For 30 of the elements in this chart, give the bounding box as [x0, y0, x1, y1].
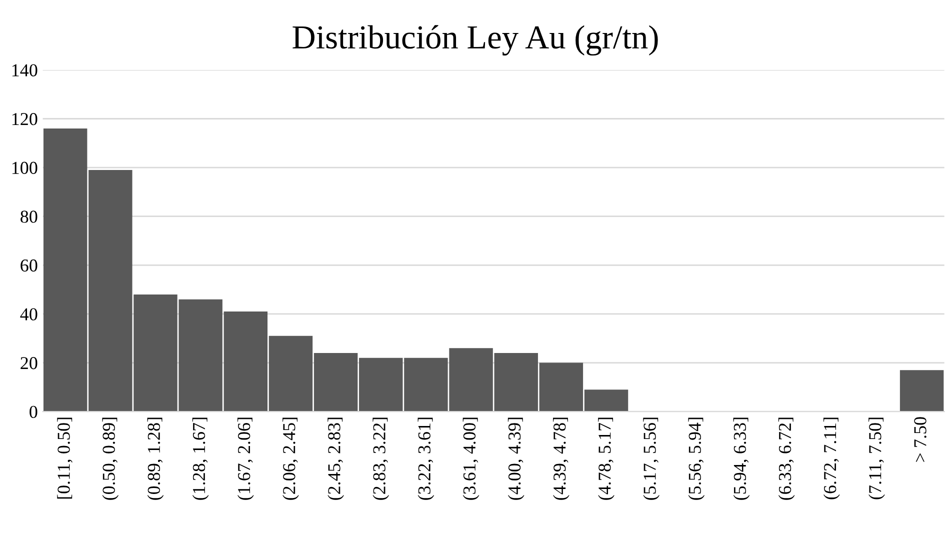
x-tick-label: [0.11, 0.50] — [57, 418, 72, 499]
x-tick-label: (1.28, 1.67] — [192, 418, 209, 500]
x-tick-label: (6.33, 6.72] — [778, 418, 795, 500]
y-tick-label: 100 — [12, 162, 38, 174]
x-tick-label: (7.11, 7.50] — [868, 418, 885, 500]
x-tick-label: > 7.50 — [914, 417, 926, 462]
y-tick-label: 40 — [20, 308, 38, 320]
y-tick-label: 140 — [12, 64, 38, 76]
chart-title: Distribución Ley Au (gr/tn) — [292, 25, 658, 56]
x-tick-label: (4.78, 5.17] — [598, 418, 614, 500]
x-tick-label: (2.83, 3.22] — [372, 418, 390, 500]
y-tick-label: 80 — [20, 210, 38, 223]
x-tick-label: (0.50, 0.89] — [102, 418, 119, 500]
bar — [900, 370, 944, 412]
x-tick-label: (5.56, 5.94] — [688, 418, 705, 500]
x-tick-label: (5.17, 5.56] — [643, 418, 660, 500]
x-tick-label: (4.00, 4.39] — [508, 418, 524, 500]
y-tick-label: 120 — [12, 113, 38, 126]
x-tick-label: (5.94, 6.33] — [733, 418, 750, 500]
x-tick-label: (3.22, 3.61] — [418, 418, 434, 500]
x-tick-label: (0.89, 1.28] — [147, 418, 164, 500]
x-tick-label: (2.06, 2.45] — [282, 418, 299, 500]
x-tick-label: (4.39, 4.78] — [553, 418, 570, 500]
x-tick-label: (1.67, 2.06] — [237, 418, 254, 500]
y-tick-label: 20 — [20, 357, 38, 370]
y-tick-label: 0 — [30, 406, 38, 418]
x-tick-label: (3.61, 4.00] — [462, 418, 480, 500]
y-tick-label: 60 — [20, 259, 38, 272]
x-tick-label: (6.72, 7.11] — [823, 418, 840, 500]
x-tick-label: (2.45, 2.83] — [328, 418, 344, 500]
